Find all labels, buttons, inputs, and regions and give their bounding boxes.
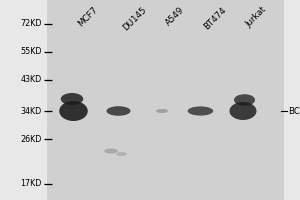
Bar — [46, 0, 284, 200]
Text: DU145: DU145 — [122, 5, 149, 32]
Text: BCL10: BCL10 — [288, 106, 300, 116]
Ellipse shape — [230, 102, 256, 120]
Text: 34KD: 34KD — [21, 106, 42, 116]
Ellipse shape — [116, 152, 127, 156]
Text: 26KD: 26KD — [21, 134, 42, 144]
Text: BT474: BT474 — [202, 5, 229, 31]
Ellipse shape — [188, 106, 213, 116]
Text: 55KD: 55KD — [20, 47, 42, 56]
Text: Jurkat: Jurkat — [244, 5, 268, 29]
Ellipse shape — [234, 94, 255, 106]
Text: 17KD: 17KD — [21, 180, 42, 188]
Ellipse shape — [59, 101, 88, 121]
Text: 43KD: 43KD — [21, 75, 42, 84]
Text: MCF7: MCF7 — [76, 5, 100, 28]
Text: 72KD: 72KD — [20, 20, 42, 28]
Ellipse shape — [61, 93, 83, 105]
Text: A549: A549 — [164, 5, 186, 27]
Ellipse shape — [106, 106, 130, 116]
Ellipse shape — [156, 109, 168, 113]
Ellipse shape — [104, 148, 118, 154]
